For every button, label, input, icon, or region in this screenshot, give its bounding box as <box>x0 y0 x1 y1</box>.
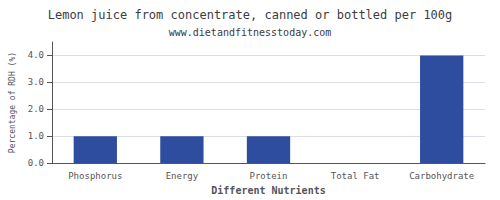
svg-text:Lemon juice from concentrate,: Lemon juice from concentrate, canned or … <box>48 8 453 22</box>
svg-text:Percentage of RDH (%): Percentage of RDH (%) <box>8 52 17 153</box>
svg-text:Phosphorus: Phosphorus <box>68 171 122 181</box>
svg-text:0.0: 0.0 <box>28 158 44 168</box>
svg-text:2.0: 2.0 <box>28 104 44 114</box>
svg-text:Protein: Protein <box>250 171 288 181</box>
svg-text:Different Nutrients: Different Nutrients <box>211 185 325 196</box>
svg-text:Carbohydrate: Carbohydrate <box>409 171 474 181</box>
svg-text:4.0: 4.0 <box>28 50 44 60</box>
svg-text:3.0: 3.0 <box>28 77 44 87</box>
svg-text:www.dietandfitnesstoday.com: www.dietandfitnesstoday.com <box>169 27 332 38</box>
svg-text:Total Fat: Total Fat <box>331 171 380 181</box>
svg-text:1.0: 1.0 <box>28 131 44 141</box>
svg-text:Energy: Energy <box>166 171 199 181</box>
